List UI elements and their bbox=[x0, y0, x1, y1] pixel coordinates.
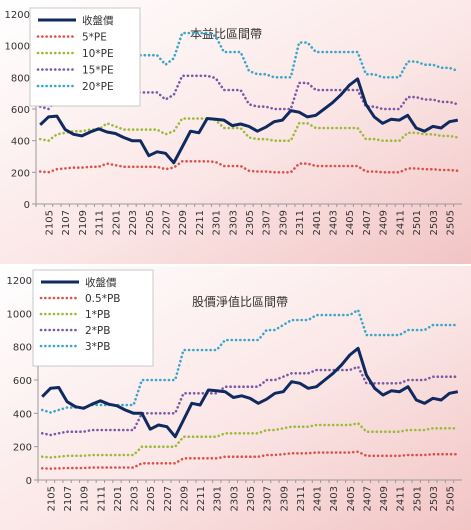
series-line-1-pb bbox=[40, 422, 460, 459]
y-tick-label: 1200 bbox=[5, 10, 30, 21]
x-tick-label: 2303 bbox=[229, 486, 240, 511]
x-tick-label: 2403 bbox=[329, 486, 340, 511]
x-tick-label: 2309 bbox=[279, 486, 290, 511]
x-tick-label: 2409 bbox=[379, 210, 390, 235]
y-tick-label: 600 bbox=[11, 105, 30, 116]
legend-label-2-pb: 2*PB bbox=[85, 325, 110, 337]
x-tick-label: 2201 bbox=[113, 486, 124, 511]
legend-label-close: 收盤價 bbox=[85, 276, 117, 289]
x-tick-label: 2407 bbox=[362, 486, 373, 511]
x-tick-label: 2411 bbox=[396, 486, 407, 511]
x-tick-label: 2109 bbox=[80, 486, 91, 511]
pb-band-chart: 股價淨值比區間帶 0 200 400 600 800 1000 1200 2105 2107 21… bbox=[0, 266, 471, 530]
series-line-5-pe bbox=[38, 160, 460, 174]
x-tick-label: 2307 bbox=[263, 486, 274, 511]
y-tick-label: 200 bbox=[13, 443, 32, 454]
x-tick-label: 2205 bbox=[145, 210, 156, 235]
y-tick-label: 0 bbox=[26, 476, 32, 487]
chart-title: 股價淨值比區間帶 bbox=[192, 294, 288, 309]
x-tick-label: 2403 bbox=[329, 210, 340, 235]
legend: 收盤價 0.5*PB 1*PB 2*PB 3*PB bbox=[32, 269, 154, 367]
x-tick-label: 2211 bbox=[195, 210, 206, 235]
y-tick-label: 0 bbox=[24, 200, 30, 211]
x-tick-label: 2405 bbox=[346, 486, 357, 511]
x-tick-label: 2307 bbox=[262, 210, 273, 235]
x-tick-label: 2311 bbox=[296, 486, 307, 511]
series-line-0-5-pb bbox=[40, 450, 460, 470]
series-line-3-pb bbox=[40, 308, 460, 414]
legend-label-20-pe: 20*PE bbox=[82, 81, 114, 93]
y-tick-label: 400 bbox=[13, 409, 32, 420]
x-tick-label: 2503 bbox=[429, 210, 440, 235]
x-tick-label: 2505 bbox=[445, 210, 456, 235]
y-tick-label: 800 bbox=[13, 343, 32, 354]
x-tick-label: 2411 bbox=[395, 210, 406, 235]
series-line-close bbox=[41, 346, 459, 439]
y-tick-label: 1200 bbox=[7, 276, 32, 287]
x-tick-label: 2409 bbox=[379, 486, 390, 511]
x-tick-label: 2207 bbox=[161, 210, 172, 235]
x-tick-label: 2405 bbox=[345, 210, 356, 235]
legend-label-3-pb: 3*PB bbox=[85, 341, 110, 353]
x-tick-label: 2501 bbox=[412, 210, 423, 235]
y-tick-label: 1000 bbox=[5, 42, 30, 53]
x-tick-label: 2407 bbox=[362, 210, 373, 235]
x-tick-label: 2305 bbox=[246, 486, 257, 511]
x-tick-label: 2503 bbox=[429, 486, 440, 511]
x-tick-label: 2505 bbox=[446, 486, 457, 511]
x-tick-label: 2109 bbox=[78, 210, 89, 235]
legend-box bbox=[29, 7, 141, 107]
y-tick-label: 800 bbox=[11, 73, 30, 84]
legend-label-10-pe: 10*PE bbox=[82, 48, 114, 60]
x-tick-label: 2105 bbox=[46, 486, 57, 511]
y-tick-label: 600 bbox=[13, 376, 32, 387]
x-tick-label: 2309 bbox=[278, 210, 289, 235]
x-tick-label: 2209 bbox=[179, 486, 190, 511]
chart-panel-pe: 本益比區間帶 0 200 400 600 800 1000 1200 2105 2107 2109… bbox=[0, 0, 471, 264]
series-line-2-pb bbox=[40, 365, 460, 437]
x-tick-label: 2305 bbox=[245, 210, 256, 235]
x-tick-label: 2203 bbox=[128, 210, 139, 235]
x-tick-label: 2207 bbox=[163, 486, 174, 511]
legend-label-0-5-pb: 0.5*PB bbox=[85, 293, 120, 305]
x-tick-label: 2201 bbox=[111, 210, 122, 235]
y-tick-label: 400 bbox=[11, 137, 30, 148]
x-tick-label: 2209 bbox=[178, 210, 189, 235]
x-tick-label: 2401 bbox=[312, 210, 323, 235]
x-tick-label: 2301 bbox=[212, 210, 223, 235]
chart-title: 本益比區間帶 bbox=[190, 27, 262, 41]
x-tick-label: 2105 bbox=[45, 210, 56, 235]
x-tick-label: 2111 bbox=[95, 210, 106, 235]
x-tick-label: 2211 bbox=[196, 486, 207, 511]
chart-panel-pb: 股價淨值比區間帶 0 200 400 600 800 1000 1200 2105 2107 21… bbox=[0, 266, 471, 530]
x-tick-label: 2107 bbox=[63, 486, 74, 511]
y-tick-label: 200 bbox=[11, 168, 30, 179]
legend-label-close: 收盤價 bbox=[82, 14, 114, 27]
x-tick-label: 2501 bbox=[412, 486, 423, 511]
x-tick-label: 2303 bbox=[228, 210, 239, 235]
x-tick-label: 2401 bbox=[313, 486, 324, 511]
y-tick-label: 1000 bbox=[7, 309, 32, 320]
series-line-10-pe bbox=[38, 117, 460, 142]
x-tick-label: 2111 bbox=[96, 486, 107, 511]
x-tick-label: 2301 bbox=[213, 486, 224, 511]
x-tick-label: 2311 bbox=[295, 210, 306, 235]
legend-box bbox=[32, 269, 154, 367]
x-tick-label: 2203 bbox=[130, 486, 141, 511]
legend-label-15-pe: 15*PE bbox=[82, 65, 114, 77]
x-tick-label: 2107 bbox=[61, 210, 72, 235]
legend-label-5-pe: 5*PE bbox=[82, 32, 107, 44]
x-tick-label: 2205 bbox=[146, 486, 157, 511]
series-line-close bbox=[39, 77, 459, 165]
legend-label-1-pb: 1*PB bbox=[85, 309, 110, 321]
pe-band-chart: 本益比區間帶 0 200 400 600 800 1000 1200 2105 2107 2109… bbox=[0, 0, 471, 264]
legend: 收盤價 5*PE 10*PE 15*PE 20*PE bbox=[29, 7, 141, 107]
